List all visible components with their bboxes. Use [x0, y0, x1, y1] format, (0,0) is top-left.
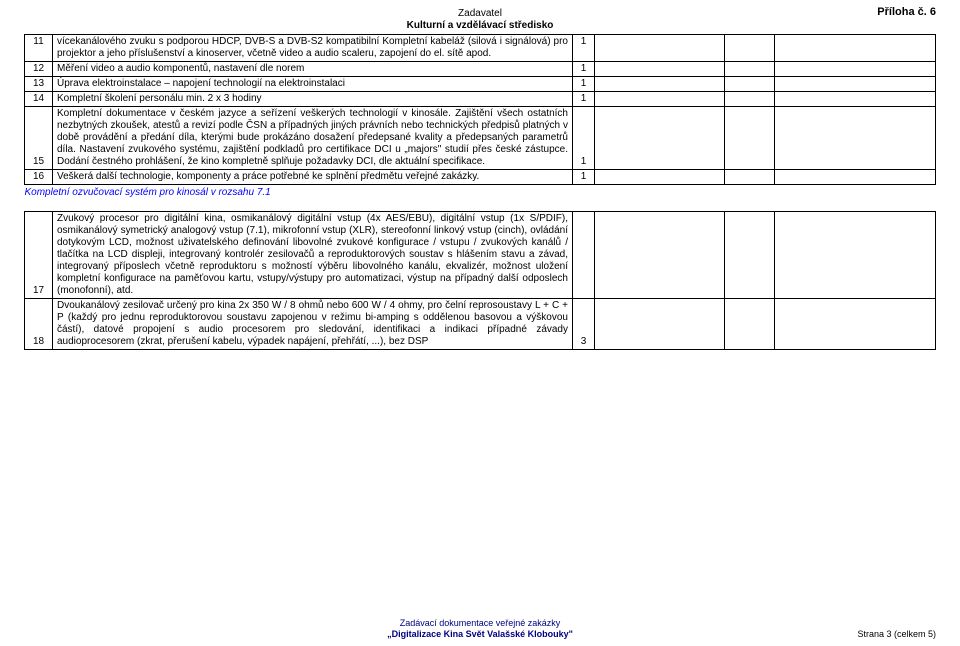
cell-blank: [595, 107, 725, 170]
cell-qty: 1: [573, 77, 595, 92]
cell-num: 16: [25, 170, 53, 185]
cell-blank: [595, 212, 725, 299]
cell-blank: [775, 62, 936, 77]
cell-desc: vícekanálového zvuku s podporou HDCP, DV…: [53, 35, 573, 62]
cell-blank: [595, 35, 725, 62]
cell-num: 12: [25, 62, 53, 77]
cell-blank: [775, 77, 936, 92]
cell-blank: [775, 92, 936, 107]
table-row: 13 Úprava elektroinstalace – napojení te…: [25, 77, 936, 92]
table-row: 15 Kompletní dokumentace v českém jazyce…: [25, 107, 936, 170]
footer: Zadávací dokumentace veřejné zakázky „Di…: [0, 618, 960, 640]
table-row: 17 Zvukový procesor pro digitální kina, …: [25, 212, 936, 299]
section-title: Kompletní ozvučovací systém pro kinosál …: [53, 185, 936, 202]
cell-blank: [595, 62, 725, 77]
cell-blank: [775, 299, 936, 350]
table-row: 16 Veškerá další technologie, komponenty…: [25, 170, 936, 185]
footer-line1: Zadávací dokumentace veřejné zakázky: [0, 618, 960, 629]
page: Příloha č. 6 Zadavatel Kulturní a vzdělá…: [0, 0, 960, 646]
cell-num: 11: [25, 35, 53, 62]
cell-blank: [725, 299, 775, 350]
header-line2: Kulturní a vzdělávací středisko: [24, 20, 936, 32]
cell-blank: [595, 299, 725, 350]
attachment-label: Příloha č. 6: [877, 6, 936, 19]
cell-blank: [775, 212, 936, 299]
section-row: Kompletní ozvučovací systém pro kinosál …: [25, 185, 936, 202]
cell-desc: Veškerá další technologie, komponenty a …: [53, 170, 573, 185]
cell-blank: [595, 170, 725, 185]
footer-line2: „Digitalizace Kina Svět Valašské Klobouk…: [0, 629, 960, 640]
cell-qty: 1: [573, 170, 595, 185]
header: Zadavatel Kulturní a vzdělávací středisk…: [24, 8, 936, 32]
cell-blank: [595, 92, 725, 107]
cell-num: 15: [25, 107, 53, 170]
cell-blank: [775, 35, 936, 62]
table-row: 12 Měření video a audio komponentů, nast…: [25, 62, 936, 77]
spacer-row: [25, 201, 936, 212]
table-row: 14 Kompletní školení personálu min. 2 x …: [25, 92, 936, 107]
cell-num: 17: [25, 212, 53, 299]
cell-desc: Dvoukanálový zesilovač určený pro kina 2…: [53, 299, 573, 350]
page-number: Strana 3 (celkem 5): [857, 629, 936, 640]
cell-num: 18: [25, 299, 53, 350]
cell-blank: [775, 107, 936, 170]
table-row: 18 Dvoukanálový zesilovač určený pro kin…: [25, 299, 936, 350]
cell-qty: 1: [573, 107, 595, 170]
cell-qty: 3: [573, 299, 595, 350]
cell-qty: 1: [573, 62, 595, 77]
cell-qty: 1: [573, 92, 595, 107]
cell-blank: [725, 92, 775, 107]
cell-blank: [725, 212, 775, 299]
cell-desc: Zvukový procesor pro digitální kina, osm…: [53, 212, 573, 299]
cell-num: 13: [25, 77, 53, 92]
cell-qty: 1: [573, 35, 595, 62]
spec-table: 11 vícekanálového zvuku s podporou HDCP,…: [24, 34, 936, 350]
cell-blank: [725, 35, 775, 62]
cell-blank: [725, 170, 775, 185]
cell-blank: [775, 170, 936, 185]
table-row: 11 vícekanálového zvuku s podporou HDCP,…: [25, 35, 936, 62]
cell-desc: Úprava elektroinstalace – napojení techn…: [53, 77, 573, 92]
cell-desc: Kompletní dokumentace v českém jazyce a …: [53, 107, 573, 170]
cell-desc: Měření video a audio komponentů, nastave…: [53, 62, 573, 77]
cell-blank: [725, 107, 775, 170]
cell-blank: [25, 201, 936, 212]
cell-blank: [725, 77, 775, 92]
cell-num: 14: [25, 92, 53, 107]
section-title-text: Kompletní ozvučovací systém pro kinosál …: [25, 187, 271, 198]
cell-desc: Kompletní školení personálu min. 2 x 3 h…: [53, 92, 573, 107]
cell-blank: [595, 77, 725, 92]
cell-blank: [725, 62, 775, 77]
header-line1: Zadavatel: [24, 8, 936, 20]
cell-qty: [573, 212, 595, 299]
